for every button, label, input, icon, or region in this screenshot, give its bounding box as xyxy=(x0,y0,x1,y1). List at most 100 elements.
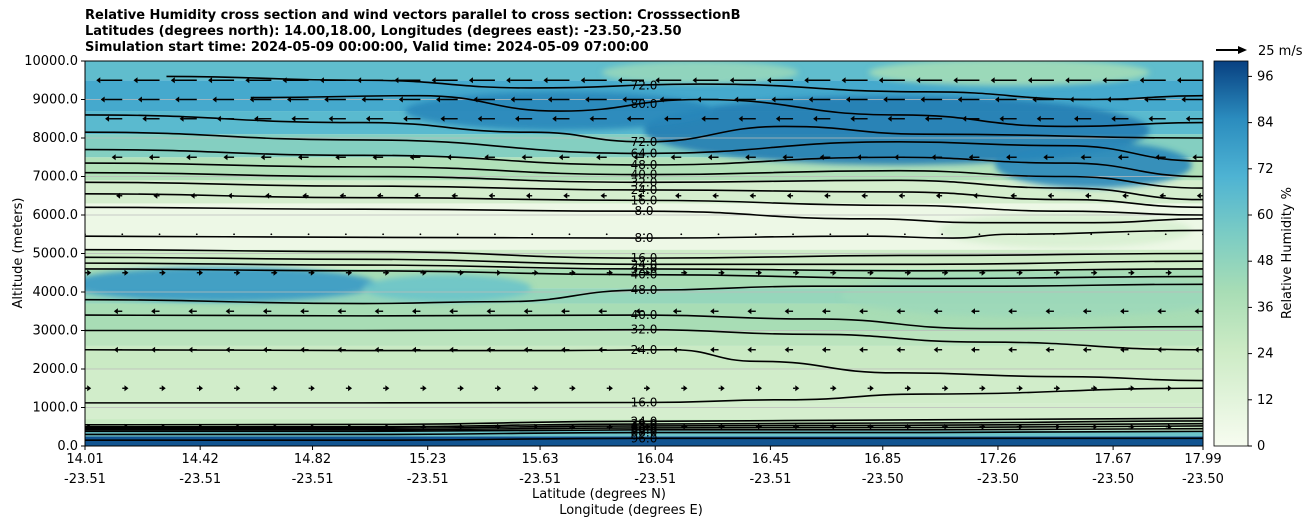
y-tick-label: 4000.0 xyxy=(33,285,79,300)
wind-vector-head xyxy=(1148,115,1153,122)
wind-vector-head xyxy=(683,269,688,276)
wind-key-arrowhead xyxy=(1238,46,1247,54)
wind-vector-head xyxy=(968,154,973,161)
wind-vector-head xyxy=(412,346,416,353)
wind-vector-head xyxy=(87,423,92,430)
wind-vector-head xyxy=(113,308,118,315)
contour-label: 24.0 xyxy=(631,183,658,197)
contour-label: 48.0 xyxy=(631,283,658,297)
title-line-1: Relative Humidity cross section and wind… xyxy=(85,8,741,23)
wind-vector-head xyxy=(1157,308,1162,315)
humidity-layer xyxy=(85,436,1203,446)
contour-label: 72.0 xyxy=(631,135,658,149)
wind-vector-head xyxy=(1167,385,1172,392)
x-tick-label-lat: 15.63 xyxy=(521,452,558,467)
wind-vector-head xyxy=(720,423,725,430)
wind-vector-head xyxy=(701,115,706,122)
contour-line xyxy=(85,328,1203,351)
colorbar-tick-label: 12 xyxy=(1257,393,1274,408)
wind-vector-head xyxy=(153,192,158,199)
wind-vector-head xyxy=(747,308,752,315)
humidity-blob xyxy=(85,266,378,302)
wind-vector-head xyxy=(600,192,605,199)
x-tick-label-lon: -23.51 xyxy=(407,472,449,487)
wind-vector xyxy=(307,233,310,236)
wind-vector-head xyxy=(683,385,688,392)
wind-vector-head xyxy=(451,192,456,199)
wind-vector-head xyxy=(1144,96,1149,103)
wind-vector-head xyxy=(385,423,390,430)
wind-vector-head xyxy=(59,77,63,83)
wind-vector-head xyxy=(782,154,787,161)
wind-vector-head xyxy=(758,423,762,430)
wind-vector-head xyxy=(1177,77,1181,84)
wind-vector-head xyxy=(335,154,340,161)
wind-vector-head xyxy=(447,154,452,161)
x-tick-label-lat: 15.23 xyxy=(409,452,446,467)
wind-vector-head xyxy=(749,192,754,199)
contour-line xyxy=(85,256,1203,266)
wind-vector xyxy=(1164,233,1167,236)
wind-vector xyxy=(605,233,608,236)
colorbar-tick-label: 96 xyxy=(1257,69,1274,84)
wind-vector-head xyxy=(488,192,493,199)
wind-vector-head xyxy=(1032,96,1037,103)
x-tick-label-lon: -23.50 xyxy=(1182,472,1224,487)
wind-vector-head xyxy=(374,346,379,353)
wind-vector-head xyxy=(990,77,995,84)
wind-vector-head xyxy=(414,192,419,199)
wind-vector-head xyxy=(563,192,568,199)
wind-vector-head xyxy=(497,269,502,276)
wind-vector xyxy=(1127,233,1130,236)
wind-vector-head xyxy=(916,77,921,84)
wind-vector xyxy=(903,233,906,236)
wind-vector-head xyxy=(459,423,464,430)
wind-vector-head xyxy=(543,77,548,84)
wind-vector-head xyxy=(212,96,217,103)
wind-vector-head xyxy=(422,423,427,430)
wind-vector-head xyxy=(1093,385,1098,392)
wind-vector-head xyxy=(497,423,502,430)
wind-vector-head xyxy=(199,385,203,392)
wind-vector-head xyxy=(133,77,138,84)
x-tick-label-lon: -23.51 xyxy=(64,472,106,487)
contour-label: 40.0 xyxy=(631,168,658,182)
wind-vector-head xyxy=(1069,96,1074,103)
contour-line xyxy=(85,193,1203,216)
wind-vector-head xyxy=(896,308,901,315)
wind-vector-head xyxy=(561,308,566,315)
wind-vector-head xyxy=(707,154,712,161)
wind-vector-head xyxy=(894,154,899,161)
x-tick-label-lat: 16.85 xyxy=(864,452,901,467)
wind-vector-head xyxy=(696,96,701,103)
x-axis: 14.01 -23.51 14.42 -23.51 14.82 -23.51 15.23 -2… xyxy=(64,446,1224,487)
wind-vector-head xyxy=(1117,154,1122,161)
wind-vector-head xyxy=(784,346,789,353)
wind-vector-head xyxy=(1196,192,1201,199)
wind-vector-head xyxy=(1205,385,1209,391)
x-tick-label-lat: 16.04 xyxy=(637,452,674,467)
wind-vector-head xyxy=(659,96,664,103)
wind-vector-head xyxy=(1085,192,1089,199)
wind-vector-head xyxy=(262,346,267,353)
wind-vector-head xyxy=(1093,269,1098,276)
wind-vector-head xyxy=(337,308,342,315)
contour-label: 88.0 xyxy=(631,426,658,440)
wind-vector-head xyxy=(924,115,929,122)
contour-line xyxy=(85,283,1203,305)
wind-vector-head xyxy=(1008,308,1013,315)
wind-vector-head xyxy=(571,385,576,392)
y-tick-label: 0.0 xyxy=(57,439,78,454)
colorbar-tick-label: 48 xyxy=(1257,254,1274,269)
wind-vector-head xyxy=(459,385,464,392)
contour-line xyxy=(85,131,1203,162)
x-tick-label-lat: 16.45 xyxy=(752,452,789,467)
y-tick-label: 9000.0 xyxy=(33,93,79,108)
contour-label: 48.0 xyxy=(631,158,658,172)
wind-vector xyxy=(419,233,422,236)
wind-vector-head xyxy=(907,423,912,430)
contour-line xyxy=(85,427,1203,433)
wind-vector xyxy=(1090,233,1093,236)
wind-vector-head xyxy=(869,385,874,392)
wind-vector-head xyxy=(96,77,101,84)
